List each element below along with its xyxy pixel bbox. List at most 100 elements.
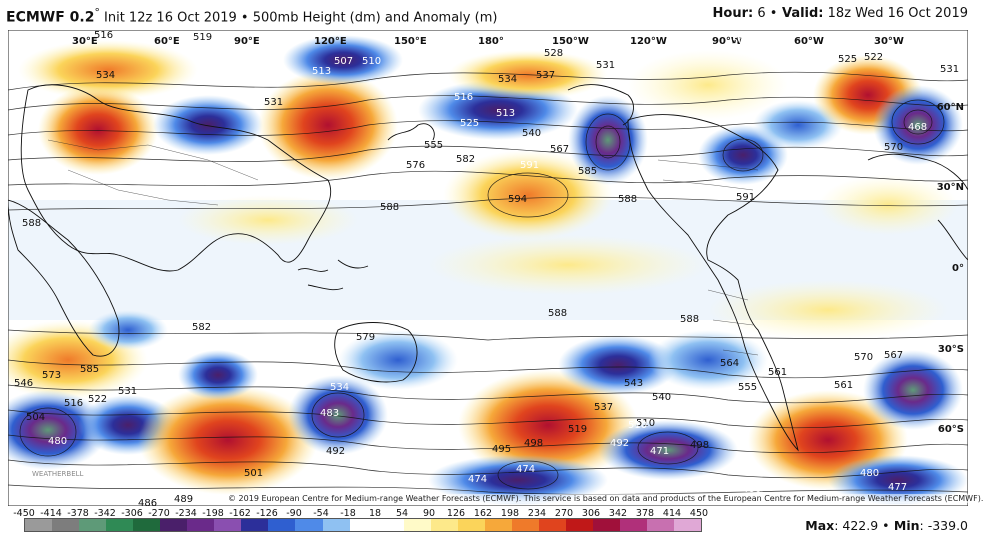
anomaly-shading [8, 35, 968, 505]
colorbar-label: 54 [395, 508, 409, 519]
colorbar-swatch [295, 519, 323, 531]
height-label: 567 [884, 350, 903, 361]
max-label: Max [805, 518, 835, 533]
lon-label-60e: 60°E [154, 36, 180, 47]
lat-label-30n: 30°N [937, 182, 964, 193]
valid-label: Valid: [777, 6, 824, 21]
colorbar-label: 198 [500, 508, 520, 519]
colorbar-swatch [241, 519, 269, 531]
colorbar-label: -234 [175, 508, 197, 519]
min-label: Min [889, 518, 920, 533]
colorbar-swatch [674, 519, 702, 531]
height-label: 519 [193, 32, 212, 43]
colorbar-label: -162 [229, 508, 251, 519]
height-label: 540 [522, 128, 541, 139]
lon-label-150w: 150°W [552, 36, 589, 47]
colorbar-swatch [349, 519, 377, 531]
height-label: 501 [244, 468, 263, 479]
colorbar-swatch [133, 519, 161, 531]
header-bar: ECMWF 0.2° Init 12z 16 Oct 2019 • 500mb … [0, 0, 984, 30]
colorbar-swatch [511, 519, 539, 531]
height-label: 495 [492, 444, 511, 455]
height-label: 564 [720, 358, 739, 369]
height-labels-light: 507 510 513 516 525 513 591 504 507 510 … [48, 34, 927, 495]
height-label: 585 [578, 166, 597, 177]
height-label: 582 [192, 322, 211, 333]
height-label: 573 [42, 370, 61, 381]
height-label: 510 [636, 418, 655, 429]
colorbar-swatch [620, 519, 648, 531]
colorbar-label: -90 [286, 508, 302, 519]
watermark: WEATHERBELL [32, 470, 84, 478]
valid-time: Hour: 6 • Valid: 18z Wed 16 Oct 2019 [713, 6, 968, 21]
height-label: 525 [838, 54, 857, 65]
height-label: 543 [624, 378, 643, 389]
height-label: 531 [940, 64, 959, 75]
lon-label-30e: 30°E [72, 36, 98, 47]
colorbar-label: -126 [256, 508, 278, 519]
lon-label-180: 180° [478, 36, 504, 47]
colorbar-label: 18 [368, 508, 382, 519]
height-label: 519 [568, 424, 587, 435]
colorbar-swatch [592, 519, 621, 531]
colorbar-swatch [79, 519, 107, 531]
colorbar-swatch [538, 519, 566, 531]
lon-labels: 30°E 60°E 90°E 120°E 150°E 180° 150°W 12… [72, 36, 904, 47]
min-value: : -339.0 [919, 518, 968, 533]
colorbar-label: 90 [422, 508, 436, 519]
colorbar-label: -414 [40, 508, 62, 519]
colorbar-swatch [565, 519, 593, 531]
height-label: 588 [680, 314, 699, 325]
lon-label-120e: 120°E [314, 36, 347, 47]
height-label: 498 [690, 440, 709, 451]
colorbar-swatch [160, 519, 188, 531]
height-label: 492 [326, 446, 345, 457]
colorbar-label: -18 [340, 508, 356, 519]
chart-title: ECMWF 0.2° Init 12z 16 Oct 2019 • 500mb … [6, 6, 497, 25]
height-label: 546 [14, 378, 33, 389]
height-label: 474 [516, 464, 535, 475]
max-min-stats: Max: 422.9 • Min: -339.0 [805, 518, 968, 533]
colorbar-label: 306 [581, 508, 601, 519]
height-label: 531 [118, 386, 137, 397]
max-value: : 422.9 • [834, 518, 890, 533]
colorbar-label: 126 [446, 508, 466, 519]
colorbar-label: -306 [121, 508, 143, 519]
height-label: 561 [768, 367, 787, 378]
colorbar-swatch [268, 519, 296, 531]
lon-label-30w: 30°W [874, 36, 904, 47]
height-label: 486 [138, 498, 157, 506]
height-label: 579 [356, 332, 375, 343]
colorbar-swatch [322, 519, 350, 531]
anomaly-map: 30°E 60°E 90°E 120°E 150°E 180° 150°W 12… [8, 30, 968, 506]
height-label: 531 [264, 97, 283, 108]
height-label: 570 [854, 352, 873, 363]
height-contours [8, 71, 968, 495]
colorbar-label: 342 [608, 508, 628, 519]
height-label: 513 [496, 108, 515, 119]
height-label: 591 [736, 192, 755, 203]
country-borders [47, 139, 759, 356]
height-label: 504 [692, 36, 711, 47]
colorbar-swatch [187, 519, 215, 531]
colorbar-labels: -450 -414 -378 -342 -306 -270 -234 -198 … [13, 508, 708, 519]
height-label: 474 [468, 474, 487, 485]
height-label: 507 [732, 36, 751, 47]
colorbar-swatch [457, 519, 485, 531]
height-label: 555 [424, 140, 443, 151]
height-label: 534 [330, 382, 349, 393]
height-label: 492 [610, 438, 629, 449]
height-label: 507 [334, 56, 353, 67]
height-label: 471 [650, 446, 669, 457]
colorbar-swatch [430, 519, 458, 531]
colorbar-swatch [403, 519, 431, 531]
height-label: 522 [88, 394, 107, 405]
height-label: 513 [312, 66, 331, 77]
height-label: 489 [174, 494, 193, 505]
copyright-text: © 2019 European Centre for Medium-range … [228, 494, 984, 503]
height-label: 516 [64, 398, 83, 409]
colorbar-label: 414 [662, 508, 682, 519]
colorbar-swatch [106, 519, 134, 531]
model-name: ECMWF 0.2 [6, 9, 95, 26]
colorbar-label: 234 [527, 508, 547, 519]
